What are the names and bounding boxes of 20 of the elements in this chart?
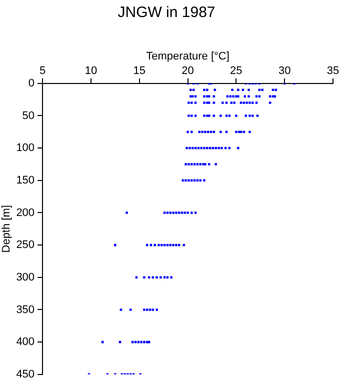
y-tick-label: 200: [16, 206, 35, 219]
y-axis-title: Depth [m]: [0, 205, 13, 253]
y-tick-label: 350: [16, 304, 35, 316]
y-tick-label: 400: [16, 336, 35, 348]
x-tick-label: 15: [133, 64, 146, 77]
x-tick-label: 5: [39, 64, 46, 77]
y-tick-label: 250: [16, 239, 35, 252]
x-tick-label: 10: [84, 64, 98, 77]
x-tick-label: 25: [230, 64, 242, 77]
y-tick-label: 0: [28, 77, 35, 90]
y-tick-label: 300: [16, 271, 35, 284]
y-tick-label: 450: [16, 368, 35, 380]
y-tick-label: 50: [22, 110, 35, 122]
x-tick-label: 20: [182, 64, 194, 77]
x-tick-label: 35: [326, 64, 340, 77]
x-axis-title: Temperature [°C]: [146, 50, 230, 63]
chart-title: JNGW in 1987: [118, 4, 216, 22]
y-tick-label: 150: [16, 174, 35, 186]
y-tick-label: 100: [16, 142, 35, 154]
x-tick-label: 30: [278, 64, 291, 77]
